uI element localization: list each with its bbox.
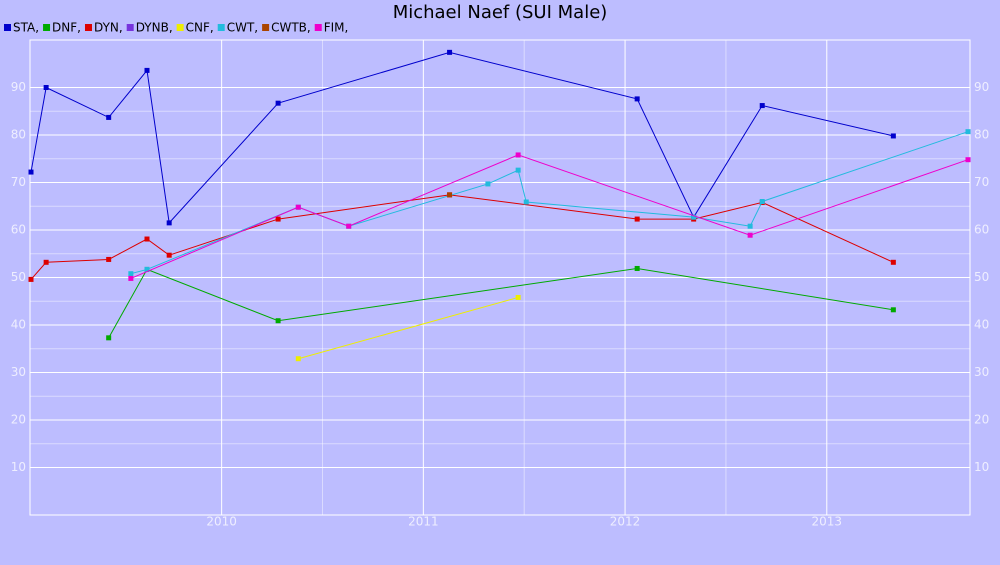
legend-swatch (4, 24, 11, 31)
point (634, 216, 640, 222)
point (295, 356, 301, 362)
point (890, 133, 896, 139)
point (28, 276, 34, 282)
point (515, 152, 521, 158)
point (275, 100, 281, 106)
point (759, 199, 765, 204)
legend-label: CNF, (186, 21, 214, 35)
y-tick-label: 70 (11, 175, 26, 189)
series-line (298, 296, 519, 360)
y2-tick-label: 50 (974, 270, 989, 284)
y2-tick-label: 90 (974, 80, 989, 94)
y-tick-label: 30 (11, 365, 26, 379)
point (28, 169, 34, 175)
point (144, 266, 150, 272)
legend-label: STA, (13, 21, 39, 35)
y-tick-label: 10 (11, 460, 26, 474)
point (485, 181, 491, 187)
legend-label: DYNB, (136, 21, 173, 35)
legend-swatch (217, 24, 225, 31)
point (634, 265, 640, 271)
y2-tick-label: 70 (974, 175, 989, 189)
legend-swatch (84, 24, 92, 31)
point (128, 271, 134, 277)
point (890, 259, 896, 265)
legend-swatch (126, 24, 134, 31)
legend-swatch (262, 24, 270, 31)
x-tick-label: 2012 (610, 515, 641, 529)
legend-label: DYN, (94, 21, 123, 35)
point (890, 307, 896, 313)
point (166, 252, 172, 258)
legend-swatch (314, 24, 322, 31)
y-tick-label: 20 (11, 413, 26, 427)
point (275, 216, 281, 222)
point (634, 96, 640, 102)
point (43, 259, 49, 265)
point (747, 223, 753, 229)
y2-tick-label: 80 (974, 128, 989, 142)
y-tick-label: 60 (11, 223, 26, 237)
point (346, 223, 352, 229)
x-tick-label: 2013 (812, 515, 843, 529)
y2-tick-label: 30 (974, 365, 989, 379)
y-tick-label: 40 (11, 318, 26, 332)
x-tick-label: 2010 (206, 515, 237, 529)
legend-swatch (176, 24, 184, 31)
point (965, 129, 971, 135)
point (447, 49, 453, 55)
y-tick-label: 50 (11, 270, 26, 284)
point (106, 335, 112, 341)
legend-label: CWT, (227, 21, 258, 35)
point (128, 275, 134, 281)
point (144, 236, 150, 242)
point (166, 220, 172, 226)
y-tick-label: 90 (11, 80, 26, 94)
y2-tick-label: 40 (974, 318, 989, 332)
y2-tick-label: 20 (974, 413, 989, 427)
point (295, 204, 301, 210)
point (759, 103, 765, 109)
point (275, 318, 281, 324)
point (523, 199, 529, 205)
legend-label: CWTB, (271, 21, 311, 35)
y-tick-label: 80 (11, 128, 26, 142)
point (106, 256, 112, 262)
chart-title: Michael Naef (SUI Male) (393, 2, 608, 23)
x-tick-label: 2011 (408, 515, 439, 529)
point (747, 232, 753, 238)
y2-tick-label: 60 (974, 223, 989, 237)
point (965, 157, 971, 163)
point (43, 85, 49, 90)
legend-label: DNF, (52, 21, 81, 35)
point (447, 192, 453, 198)
point (691, 214, 697, 220)
y2-tick-label: 10 (974, 460, 989, 474)
point (515, 294, 521, 300)
series-line (130, 154, 969, 279)
legend-swatch (43, 24, 51, 31)
point (515, 167, 521, 173)
point (106, 114, 112, 120)
legend-label: FIM, (324, 21, 349, 35)
point (144, 67, 150, 73)
